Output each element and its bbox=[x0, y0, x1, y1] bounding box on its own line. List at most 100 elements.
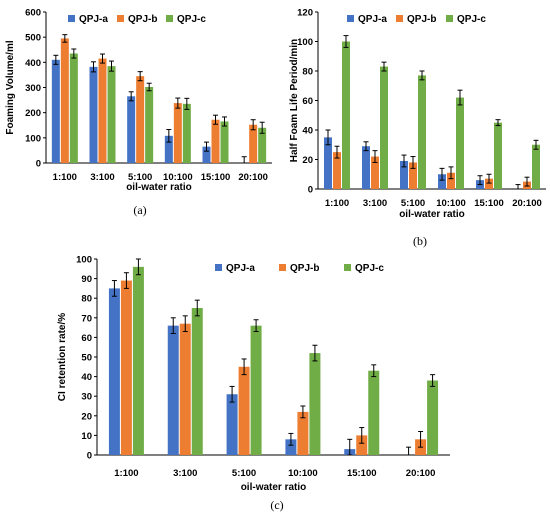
x-axis-title: oil-water ratio bbox=[126, 182, 192, 193]
legend-swatch-QPJ-b bbox=[117, 15, 124, 22]
bar-QPJ-c-5:100 bbox=[250, 325, 262, 455]
legend-swatch-QPJ-a bbox=[347, 15, 354, 22]
x-tick-label: 5:100 bbox=[128, 172, 152, 183]
x-tick-label: 5:100 bbox=[401, 198, 425, 209]
bar-QPJ-a-3:100 bbox=[167, 325, 179, 455]
legend-swatch-QPJ-c bbox=[166, 15, 173, 22]
legend-label-QPJ-c: QPJ-c bbox=[355, 263, 384, 274]
panel-c: 0 10 20 30 40 50 60 70 80 90 100 1:100 3:100 5:100 10:… bbox=[57, 255, 450, 512]
legend-label-QPJ-a: QPJ-a bbox=[79, 14, 108, 25]
bar-QPJ-b-1:100 bbox=[120, 280, 132, 455]
bar-QPJ-b-15:100 bbox=[211, 119, 220, 163]
legend-label-QPJ-a: QPJ-a bbox=[358, 14, 387, 25]
bar-QPJ-b-3:100 bbox=[98, 58, 107, 163]
y-tick-label: 40 bbox=[81, 372, 92, 383]
bar-QPJ-c-5:100 bbox=[418, 75, 426, 189]
legend-swatch-QPJ-c bbox=[446, 15, 453, 22]
bar-QPJ-a-1:100 bbox=[51, 59, 60, 163]
bar-QPJ-c-15:100 bbox=[220, 121, 229, 163]
bar-QPJ-b-1:100 bbox=[333, 152, 341, 189]
x-tick-label: 15:100 bbox=[347, 468, 377, 479]
bar-QPJ-a-5:100 bbox=[226, 394, 238, 455]
bar-QPJ-b-3:100 bbox=[179, 323, 191, 455]
legend-label-QPJ-a: QPJ-a bbox=[226, 263, 255, 274]
legend-label-QPJ-b: QPJ-b bbox=[290, 263, 319, 274]
x-tick-label: 1:100 bbox=[325, 198, 349, 209]
bar-QPJ-a-3:100 bbox=[89, 66, 98, 163]
bar-QPJ-c-10:100 bbox=[182, 103, 191, 163]
bar-QPJ-a-5:100 bbox=[400, 160, 408, 189]
legend-label-QPJ-c: QPJ-c bbox=[457, 14, 486, 25]
y-tick-label: 300 bbox=[25, 83, 41, 94]
legend-swatch-QPJ-c bbox=[344, 264, 351, 271]
y-axis-title: CI retention rate/% bbox=[57, 313, 68, 401]
bar-QPJ-c-3:100 bbox=[191, 308, 203, 455]
bar-QPJ-b-15:100 bbox=[356, 435, 368, 455]
x-tick-label: 3:100 bbox=[173, 468, 197, 479]
y-tick-label: 100 bbox=[76, 255, 92, 266]
bar-QPJ-c-10:100 bbox=[309, 353, 321, 455]
y-tick-label: 120 bbox=[297, 8, 313, 19]
x-tick-label: 1:100 bbox=[114, 468, 138, 479]
y-tick-label: 40 bbox=[302, 126, 313, 137]
y-axis-title: Foaming Volume/ml bbox=[5, 40, 16, 134]
bar-QPJ-a-1:100 bbox=[108, 288, 120, 455]
bar-QPJ-c-3:100 bbox=[107, 66, 116, 163]
bar-QPJ-a-5:100 bbox=[127, 96, 136, 163]
bar-QPJ-c-1:100 bbox=[69, 53, 78, 163]
bar-QPJ-b-20:100 bbox=[249, 124, 258, 163]
y-tick-label: 60 bbox=[302, 96, 313, 107]
legend-label-QPJ-c: QPJ-c bbox=[177, 14, 206, 25]
y-tick-label: 400 bbox=[25, 58, 41, 69]
y-tick-label: 30 bbox=[81, 392, 92, 403]
x-tick-label: 3:100 bbox=[363, 198, 387, 209]
bar-QPJ-a-10:100 bbox=[164, 135, 173, 163]
y-tick-label: 80 bbox=[302, 67, 313, 78]
legend-swatch-QPJ-a bbox=[215, 264, 222, 271]
bar-QPJ-c-15:100 bbox=[368, 370, 380, 455]
panel-b: 0 20 40 60 80 100 120 1:100 3:100 5:100 10:100 15:1… bbox=[289, 8, 546, 248]
bar-QPJ-c-3:100 bbox=[380, 66, 388, 189]
bar-QPJ-a-1:100 bbox=[324, 137, 332, 189]
bar-QPJ-c-20:100 bbox=[532, 144, 540, 189]
y-tick-label: 80 bbox=[81, 294, 92, 305]
bar-QPJ-c-10:100 bbox=[456, 97, 464, 189]
bar-QPJ-c-20:100 bbox=[427, 380, 439, 455]
bar-QPJ-a-10:100 bbox=[438, 174, 446, 189]
x-axis-title: oil-water ratio bbox=[241, 482, 307, 493]
bar-QPJ-b-3:100 bbox=[371, 156, 379, 189]
y-tick-label: 0 bbox=[36, 159, 41, 170]
y-tick-label: 10 bbox=[81, 431, 92, 442]
y-tick-label: 500 bbox=[25, 33, 41, 44]
y-tick-label: 90 bbox=[81, 274, 92, 285]
bar-QPJ-c-5:100 bbox=[145, 86, 154, 163]
legend-label-QPJ-b: QPJ-b bbox=[407, 14, 436, 25]
x-tick-label: 5:100 bbox=[232, 468, 256, 479]
bar-QPJ-b-10:100 bbox=[297, 411, 309, 455]
x-tick-label: 20:100 bbox=[406, 468, 436, 479]
bar-QPJ-a-15:100 bbox=[202, 146, 211, 163]
legend-swatch-QPJ-b bbox=[396, 15, 403, 22]
y-tick-label: 20 bbox=[81, 411, 92, 422]
bar-QPJ-b-5:100 bbox=[136, 76, 145, 163]
panel-label: (b) bbox=[413, 234, 427, 248]
y-tick-label: 100 bbox=[25, 133, 41, 144]
bar-QPJ-c-1:100 bbox=[342, 41, 350, 189]
y-tick-label: 200 bbox=[25, 108, 41, 119]
y-tick-label: 0 bbox=[308, 185, 313, 196]
x-tick-label: 15:100 bbox=[474, 198, 504, 209]
x-axis-title: oil-water ratio bbox=[399, 209, 465, 220]
legend-swatch-QPJ-a bbox=[68, 15, 75, 22]
bar-QPJ-b-1:100 bbox=[60, 38, 69, 163]
x-tick-label: 10:100 bbox=[288, 468, 318, 479]
bar-QPJ-c-1:100 bbox=[132, 266, 144, 455]
y-tick-label: 60 bbox=[81, 333, 92, 344]
bar-QPJ-b-10:100 bbox=[447, 172, 455, 189]
panel-label: (c) bbox=[270, 498, 283, 512]
x-tick-label: 20:100 bbox=[238, 172, 268, 183]
panel-a: 0 100 200 300 400 500 600 1:100 3:100 5:100 10:100… bbox=[5, 8, 272, 217]
x-tick-label: 20:100 bbox=[512, 198, 542, 209]
y-tick-label: 20 bbox=[302, 155, 313, 166]
y-tick-label: 600 bbox=[25, 8, 41, 19]
